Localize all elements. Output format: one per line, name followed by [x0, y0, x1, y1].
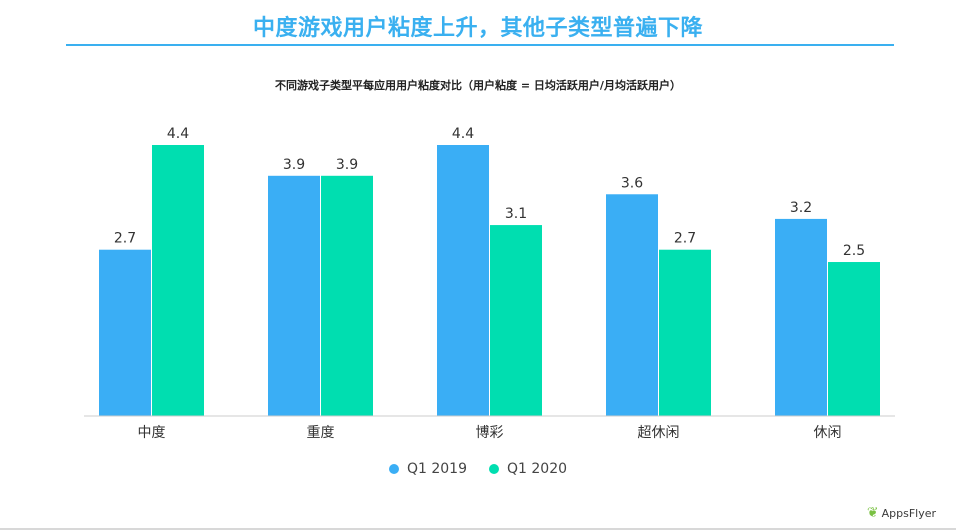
data-label-q1-2019-1: 2.7: [114, 231, 136, 247]
chart-title: 不同游戏子类型平每应用用户粘度对比（用户粘度 = 日均活跃用户/月均活跃用户）: [275, 79, 681, 92]
bar-q1-2020-1: [152, 145, 204, 416]
legend-swatch-q1-2019: [388, 464, 399, 474]
logo-text: AppsFlyer: [881, 506, 936, 520]
data-label-q1-2019-5: 3.2: [790, 200, 812, 216]
bar-q1-2019-4: [606, 194, 658, 416]
bar-q1-2019-2: [268, 175, 320, 416]
legend-label-q1-2020: Q1 2020: [507, 461, 568, 477]
data-label-q1-2020-2: 3.9: [336, 157, 358, 173]
bottom-divider: [0, 528, 956, 530]
legend-item-q1-2019: Q1 2019: [388, 461, 467, 477]
title-divider: [66, 44, 894, 46]
bar-q1-2020-5: [828, 262, 880, 416]
data-label-q1-2019-3: 4.4: [452, 126, 474, 142]
legend-item-q1-2020: Q1 2020: [489, 461, 567, 477]
data-label-q1-2020-1: 4.4: [167, 126, 189, 142]
data-label-q1-2019-2: 3.9: [283, 157, 305, 173]
bar-q1-2020-4: [659, 249, 711, 416]
category-label-1: 中度: [138, 425, 166, 441]
legend-label-q1-2019: Q1 2019: [406, 461, 467, 477]
bar-q1-2019-5: [775, 218, 827, 416]
data-label-q1-2020-4: 2.7: [674, 231, 696, 247]
legend-swatch-q1-2020: [489, 464, 499, 474]
category-label-4: 超休闲: [638, 425, 680, 441]
appsflyer-logo: ❦ AppsFlyer: [867, 506, 936, 520]
slide-title: 中度游戏用户粘度上升，其他子类型普遍下降: [252, 16, 703, 41]
data-label-q1-2020-5: 2.5: [843, 243, 865, 259]
bar-q1-2019-3: [437, 145, 489, 416]
data-label-q1-2020-3: 3.1: [505, 206, 527, 222]
category-label-5: 休闲: [814, 425, 842, 441]
appsflyer-wing-icon: ❦: [866, 505, 879, 521]
data-label-q1-2019-4: 3.6: [621, 175, 643, 191]
category-label-2: 重度: [307, 425, 335, 441]
legend: Q1 2019 Q1 2020: [0, 461, 956, 477]
bar-q1-2020-3: [490, 225, 542, 416]
bar-q1-2020-2: [321, 175, 373, 416]
category-label-3: 博彩: [476, 424, 504, 441]
bar-q1-2019-1: [99, 249, 151, 416]
